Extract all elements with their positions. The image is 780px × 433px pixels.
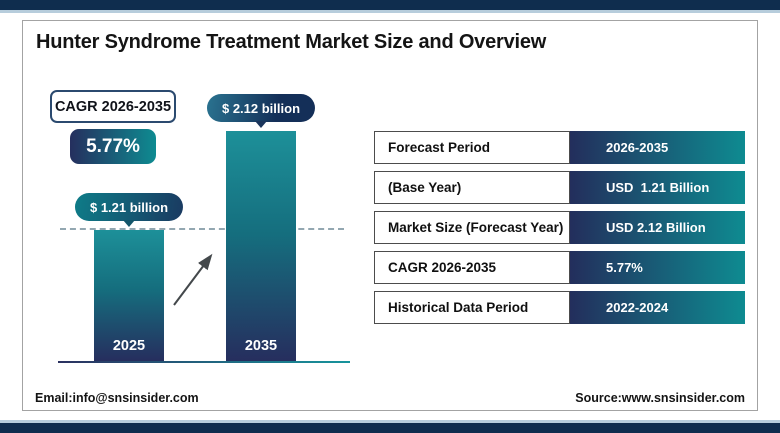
callout-pointer-icon bbox=[255, 121, 267, 128]
table-row-label: CAGR 2026-2035 bbox=[374, 251, 570, 284]
summary-table: Forecast Period 2026-2035 (Base Year) US… bbox=[374, 131, 745, 324]
callout-pointer-icon bbox=[123, 220, 135, 227]
bar-value-text-2025: $ 1.21 billion bbox=[89, 199, 169, 215]
cagr-value-text: 5.77% bbox=[86, 135, 140, 157]
page-title: Hunter Syndrome Treatment Market Size an… bbox=[36, 31, 547, 53]
table-row: Forecast Period 2026-2035 bbox=[374, 131, 745, 164]
table-row: Market Size (Forecast Year) USD 2.12 Bil… bbox=[374, 211, 745, 244]
table-row-label: Historical Data Period bbox=[374, 291, 570, 324]
bar-value-callout-2025: $ 1.21 billion bbox=[74, 193, 184, 227]
table-row-label: (Base Year) bbox=[374, 171, 570, 204]
cagr-value-badge: 5.77% bbox=[70, 129, 156, 164]
table-row-value: 2022-2024 bbox=[570, 291, 745, 324]
top-accent-bar bbox=[0, 0, 780, 10]
cagr-period-label: CAGR 2026-2035 bbox=[50, 90, 176, 123]
bar-2025: 2025 bbox=[94, 230, 164, 361]
growth-arrow-icon bbox=[173, 253, 213, 306]
table-row-value: 2026-2035 bbox=[570, 131, 745, 164]
bar-category-label-2035: 2035 bbox=[244, 338, 278, 354]
table-row: Historical Data Period 2022-2024 bbox=[374, 291, 745, 324]
footer-source: Source:www.snsinsider.com bbox=[575, 391, 745, 405]
table-row-value: USD 2.12 Billion bbox=[570, 211, 745, 244]
table-row: (Base Year) USD 1.21 Billion bbox=[374, 171, 745, 204]
top-accent-stripe bbox=[0, 10, 780, 13]
table-row-label: Forecast Period bbox=[374, 131, 570, 164]
table-row-value: USD 1.21 Billion bbox=[570, 171, 745, 204]
bottom-accent-stripe bbox=[0, 420, 780, 423]
table-row-value: 5.77% bbox=[570, 251, 745, 284]
cagr-period-text: CAGR 2026-2035 bbox=[54, 98, 172, 115]
bar-value-text-2035: $ 2.12 billion bbox=[221, 100, 301, 116]
content-frame: Hunter Syndrome Treatment Market Size an… bbox=[22, 20, 758, 411]
bar-chart: $ 1.21 billion 2025 $ 2.12 billion 2035 bbox=[58, 94, 350, 363]
bar-category-label-2025: 2025 bbox=[112, 338, 146, 354]
table-row: CAGR 2026-2035 5.77% bbox=[374, 251, 745, 284]
bar-2035: 2035 bbox=[226, 131, 296, 361]
reference-dashed-line bbox=[60, 228, 344, 230]
x-axis-line bbox=[58, 361, 350, 363]
table-row-label: Market Size (Forecast Year) bbox=[374, 211, 570, 244]
bar-value-callout-2035: $ 2.12 billion bbox=[206, 94, 316, 128]
footer-email: Email:info@snsinsider.com bbox=[35, 391, 199, 405]
bottom-accent-bar bbox=[0, 423, 780, 433]
